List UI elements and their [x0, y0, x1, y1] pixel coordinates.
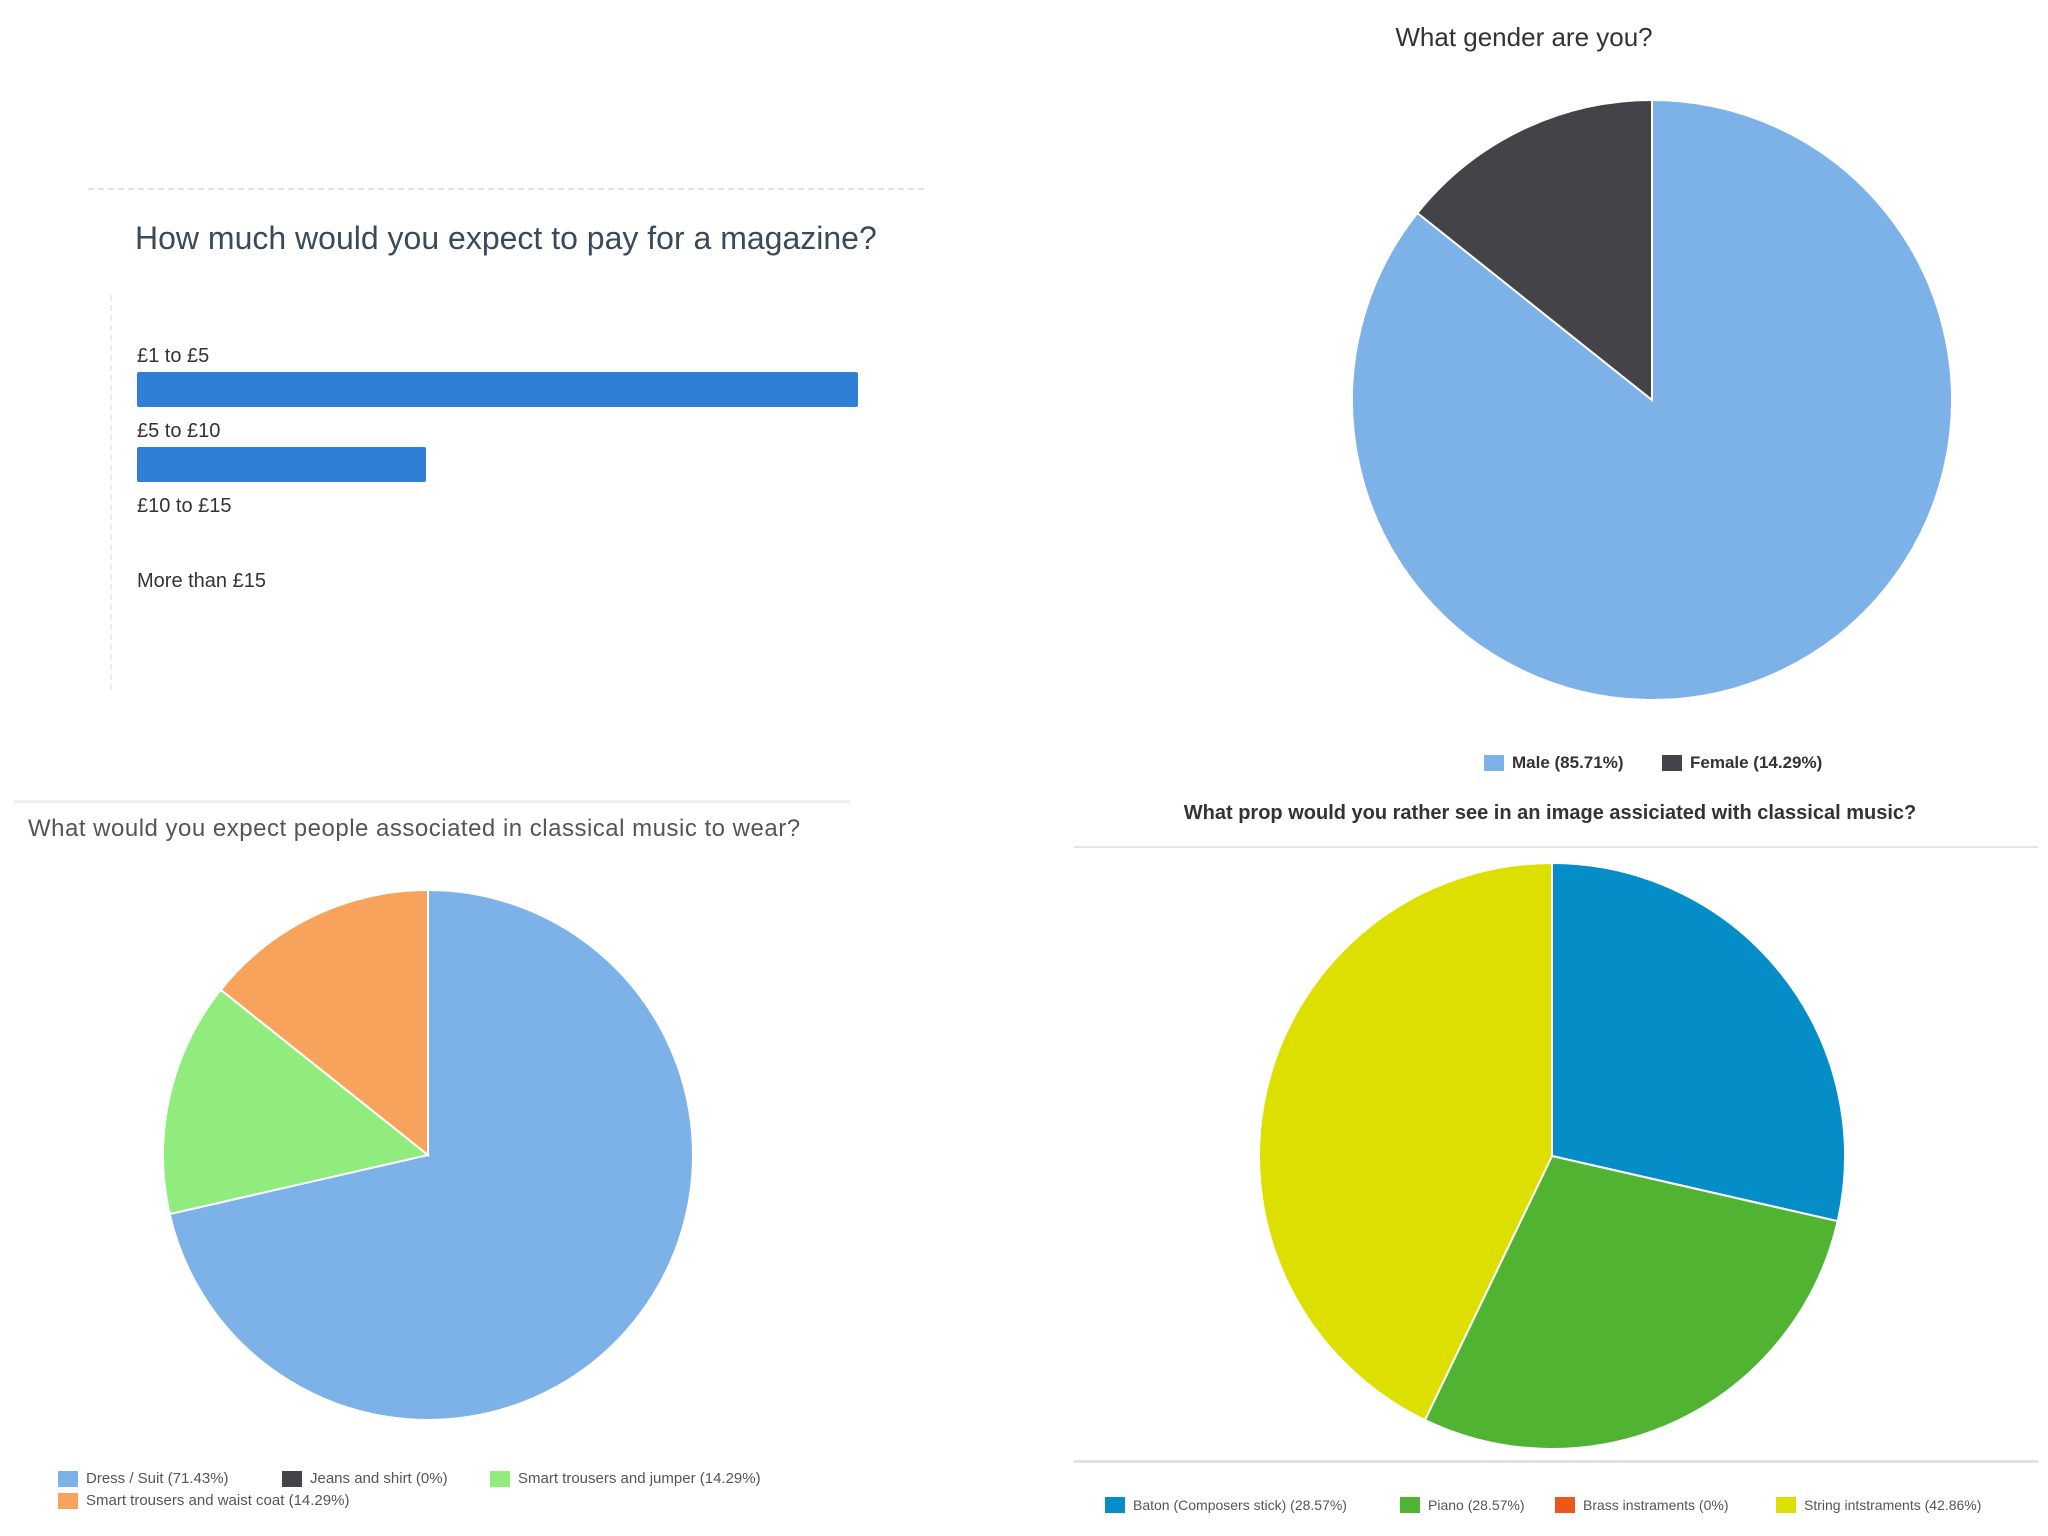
legend-swatch [282, 1470, 302, 1487]
pie-svg [1350, 98, 1953, 701]
legend-item[interactable]: Baton (Composers stick) (28.57%) [1105, 1497, 1347, 1513]
legend-label: Baton (Composers stick) (28.57%) [1133, 1497, 1347, 1513]
bar-label: £1 to £5 [137, 345, 210, 367]
legend-swatch [1484, 755, 1504, 771]
legend-label: Brass instraments (0%) [1583, 1497, 1729, 1513]
pie-slice[interactable] [1423, 1154, 1839, 1450]
bar-label: More than £15 [137, 570, 266, 592]
legend-swatch [1662, 755, 1682, 771]
legend-label: Smart trousers and waist coat (14.29%) [86, 1492, 350, 1509]
bar[interactable] [137, 447, 426, 482]
chart-divider [1074, 1460, 2038, 1463]
legend-swatch [1555, 1497, 1575, 1513]
legend-label: Smart trousers and jumper (14.29%) [518, 1470, 761, 1487]
legend-item[interactable]: Female (14.29%) [1662, 753, 1822, 773]
legend-swatch [1400, 1497, 1420, 1513]
chart-divider [14, 800, 850, 803]
legend-label: String intstraments (42.86%) [1804, 1497, 1982, 1513]
legend-item[interactable]: Jeans and shirt (0%) [282, 1470, 448, 1487]
pie-svg [1258, 861, 1846, 1450]
legend-swatch [1776, 1497, 1796, 1513]
legend-swatch [490, 1470, 510, 1487]
legend-label: Piano (28.57%) [1428, 1497, 1525, 1513]
pie-slice[interactable] [168, 888, 694, 1421]
chart-title: What would you expect people associated … [28, 815, 801, 842]
legend-label: Dress / Suit (71.43%) [86, 1470, 229, 1487]
legend-item[interactable]: String intstraments (42.86%) [1776, 1497, 1981, 1513]
legend-label: Jeans and shirt (0%) [310, 1470, 448, 1487]
chart-title: What prop would you rather see in an ima… [1183, 802, 1917, 824]
gender-pie-chart: What gender are you? Male (85.71%) Femal… [1000, 0, 2048, 790]
magazine-price-chart: How much would you expect to pay for a m… [0, 0, 1000, 760]
legend-item[interactable]: Smart trousers and waist coat (14.29%) [58, 1492, 349, 1509]
legend-item[interactable]: Brass instraments (0%) [1555, 1497, 1728, 1513]
pie-slice[interactable] [1350, 98, 1953, 701]
chart-divider [88, 188, 924, 190]
pie-slice[interactable] [1551, 861, 1846, 1223]
chart-divider [1074, 846, 2038, 848]
legend-item[interactable]: Dress / Suit (71.43%) [58, 1470, 229, 1487]
pie-slice[interactable] [162, 988, 431, 1216]
legend-label: Female (14.29%) [1690, 753, 1823, 772]
legend-swatch [1105, 1497, 1125, 1513]
prop-pie-chart: What prop would you rather see in an ima… [1000, 790, 2048, 1536]
legend-swatch [58, 1492, 78, 1509]
bar-label: £5 to £10 [137, 420, 221, 442]
legend-label: Male (85.71%) [1512, 753, 1624, 772]
pie-slice[interactable] [1415, 98, 1653, 403]
pie-svg [162, 888, 694, 1421]
bar-axis-line [110, 295, 112, 690]
legend-item[interactable]: Piano (28.57%) [1400, 1497, 1525, 1513]
bar[interactable] [137, 372, 859, 407]
legend-item[interactable]: Male (85.71%) [1484, 753, 1624, 773]
chart-title: How much would you expect to pay for a m… [135, 220, 877, 256]
chart-title: What gender are you? [1395, 22, 1653, 52]
legend-item[interactable]: Smart trousers and jumper (14.29%) [490, 1470, 761, 1487]
pie-slice[interactable] [1258, 861, 1553, 1422]
bar-label: £10 to £15 [137, 495, 232, 517]
legend-swatch [58, 1470, 78, 1487]
clothing-pie-chart: What would you expect people associated … [0, 790, 1000, 1536]
pie-slice[interactable] [219, 888, 429, 1158]
